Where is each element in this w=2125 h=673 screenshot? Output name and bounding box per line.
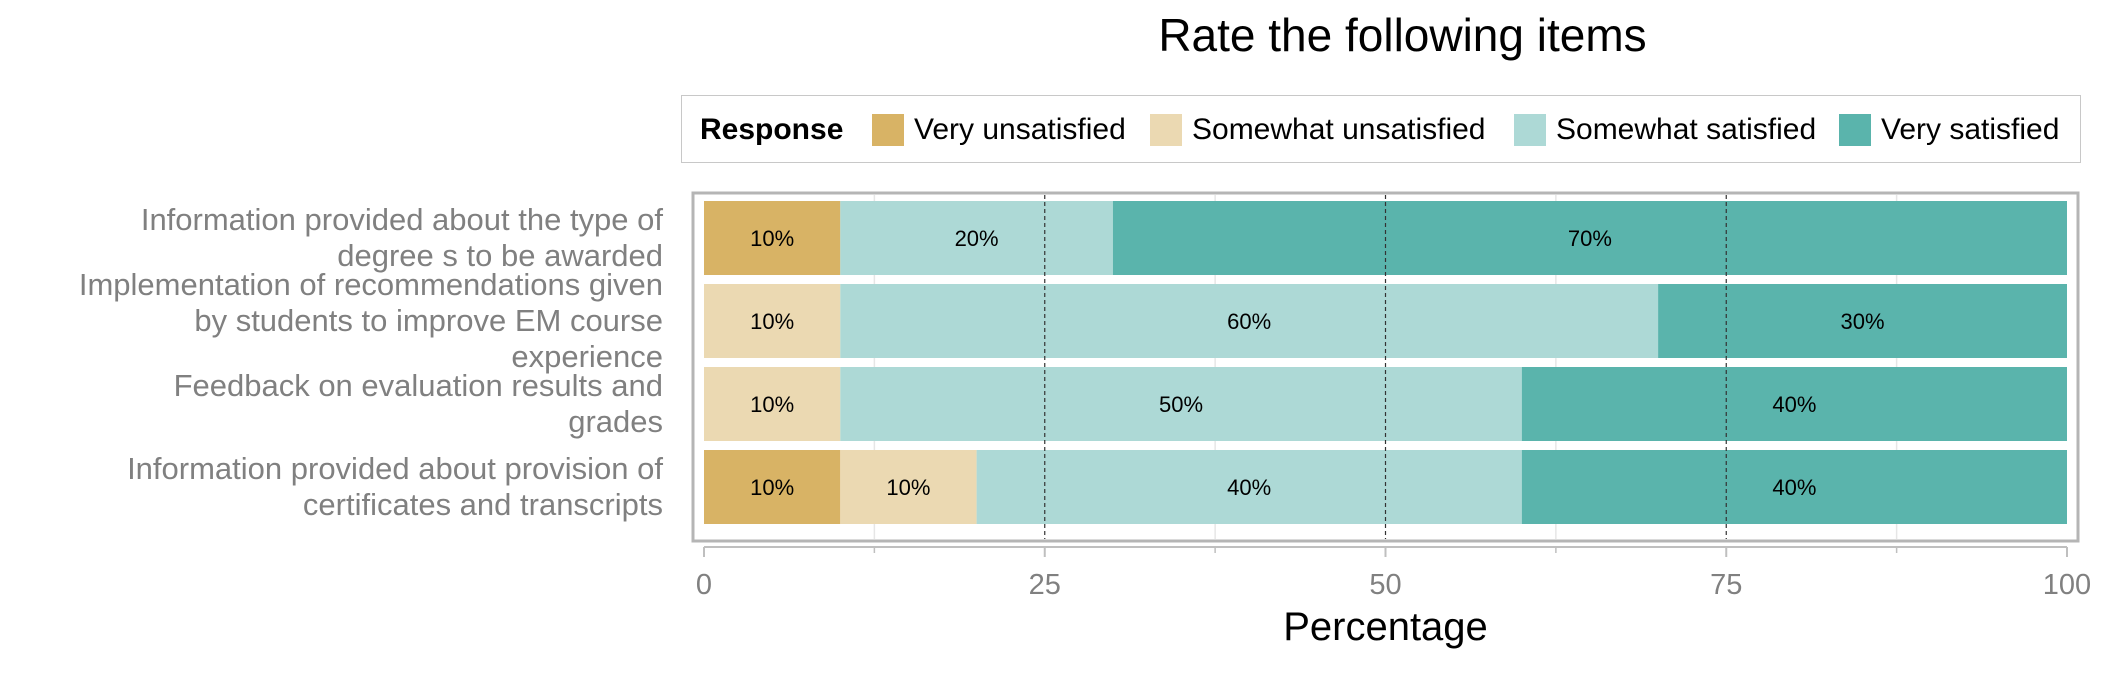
data-label: 50%	[1159, 392, 1203, 417]
y-category-label-line: Information provided about provision of	[127, 451, 663, 486]
x-axis-title: Percentage	[1283, 605, 1488, 649]
y-category-label-line: grades	[568, 404, 663, 439]
legend-item-somewhat-satisfied: Somewhat satisfied	[1514, 113, 1816, 147]
y-category-label-line: degree s to be awarded	[337, 238, 663, 273]
legend-swatch	[1150, 114, 1182, 146]
bar-segment	[1521, 367, 2067, 441]
legend-item-very-satisfied: Very satisfied	[1839, 113, 2059, 147]
y-category-label: Information provided about the type of de…	[0, 202, 663, 274]
legend-label: Somewhat satisfied	[1556, 113, 1817, 146]
data-label: 10%	[750, 309, 794, 334]
data-label: 40%	[1772, 392, 1816, 417]
bar-segment	[1521, 450, 2067, 524]
legend-label: Somewhat unsatisfied	[1192, 113, 1486, 146]
data-label: 60%	[1227, 309, 1271, 334]
x-tick-label: 50	[1369, 569, 1401, 601]
y-category-label-line: Information provided about the type of	[140, 202, 663, 237]
data-label: 10%	[750, 226, 794, 251]
legend-swatch	[1839, 114, 1871, 146]
bar-segment	[840, 450, 977, 524]
chart-title-text: Rate the following items	[1158, 9, 1647, 61]
y-category-label: Feedback on evaluation results and grades	[0, 368, 663, 440]
legend: Response Very unsatisfied Somewhat unsat…	[681, 95, 2081, 163]
x-tick-label: 25	[1029, 569, 1061, 601]
bar-segment	[976, 450, 1522, 524]
x-tick-label: 100	[2043, 569, 2091, 601]
legend-label: Very unsatisfied	[914, 113, 1126, 146]
y-category-label-line: Implementation of recommendations given	[78, 267, 663, 302]
data-label: 40%	[1227, 475, 1271, 500]
bar-segment	[704, 367, 841, 441]
legend-label: Very satisfied	[1881, 113, 2060, 146]
data-label: 10%	[750, 392, 794, 417]
chart-title: Rate the following items	[0, 8, 2125, 62]
bar-segment	[840, 201, 1113, 275]
bar-segment	[840, 284, 1659, 358]
bar-segment	[704, 284, 841, 358]
bar-segment	[704, 201, 841, 275]
y-category-label-line: experience	[511, 339, 663, 374]
y-category-label-line: certificates and transcripts	[302, 487, 663, 522]
y-category-label: Information provided about provision of c…	[0, 451, 663, 523]
legend-swatch	[872, 114, 904, 146]
x-tick-label: 0	[696, 569, 712, 601]
y-category-label-line: by students to improve EM course	[194, 303, 663, 338]
data-label: 20%	[955, 226, 999, 251]
y-category-label-line: Feedback on evaluation results and	[173, 368, 663, 403]
legend-item-very-unsatisfied: Very unsatisfied	[872, 113, 1126, 147]
data-label: 10%	[750, 475, 794, 500]
bar-segment	[840, 367, 1522, 441]
data-label: 70%	[1568, 226, 1612, 251]
legend-title: Response	[700, 113, 844, 146]
data-label: 30%	[1841, 309, 1885, 334]
x-tick-label: 75	[1710, 569, 1742, 601]
y-category-label: Implementation of recommendations given b…	[0, 267, 663, 375]
bar-segment	[1112, 201, 2067, 275]
legend-swatch	[1514, 114, 1546, 146]
bar-segment	[704, 450, 841, 524]
data-label: 10%	[886, 475, 930, 500]
legend-item-somewhat-unsatisfied: Somewhat unsatisfied	[1150, 113, 1486, 147]
data-label: 40%	[1772, 475, 1816, 500]
